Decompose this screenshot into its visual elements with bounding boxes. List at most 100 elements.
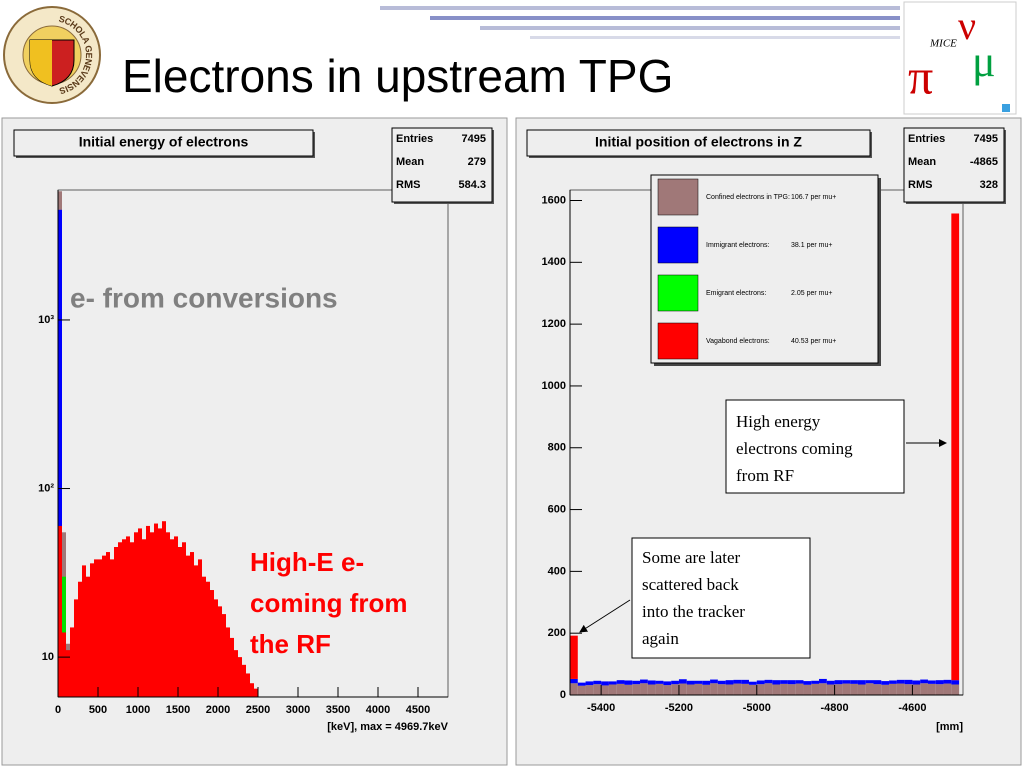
y-tick-label: 1200 <box>542 318 566 330</box>
histogram-bar <box>756 680 765 685</box>
histogram-bar <box>102 555 106 697</box>
histogram-bar <box>70 627 74 697</box>
histogram-bar <box>142 539 146 697</box>
annotation-arrow <box>579 599 631 633</box>
histogram-bar <box>86 576 90 697</box>
annotation-box <box>725 399 905 494</box>
x-tick-label: 2500 <box>246 704 270 716</box>
histogram-bar <box>803 681 812 685</box>
x-tick-label: -5400 <box>587 702 615 714</box>
annotation-text: from RF <box>736 466 794 485</box>
title-box <box>13 129 314 157</box>
histogram-bar <box>130 542 134 697</box>
histogram-bar <box>686 680 695 685</box>
histogram-bar <box>198 559 202 697</box>
histogram-bar <box>920 679 928 684</box>
histogram-bar <box>927 683 936 695</box>
histogram-bar <box>570 683 578 695</box>
x-tick-label: 500 <box>89 704 107 716</box>
histogram-bar <box>873 680 882 685</box>
geneva-seal: SCHOLA GENEVENSIS <box>3 6 101 104</box>
histogram-bar <box>904 679 913 685</box>
stats-label: RMS <box>908 179 932 191</box>
annotation-text: the RF <box>250 629 331 659</box>
histogram-bar <box>655 680 664 684</box>
x-tick-label: 1000 <box>126 704 150 716</box>
histogram-bar <box>741 683 749 695</box>
logo-symbol: ν <box>958 3 976 48</box>
histogram-bar <box>717 680 726 685</box>
histogram-bar <box>62 632 66 697</box>
histogram-bar <box>795 683 804 695</box>
y-tick-label: 1000 <box>542 380 566 392</box>
histogram-bar <box>254 688 258 697</box>
annotation-text: High energy <box>736 412 821 431</box>
histogram-bar <box>616 680 625 684</box>
histogram-bar <box>819 683 827 695</box>
chart-title: Initial position of electrons in Z <box>595 134 802 150</box>
histogram-bar <box>58 525 62 697</box>
stats-value: 584.3 <box>458 179 486 191</box>
histogram-bar <box>787 684 796 695</box>
histogram-bar <box>951 684 960 695</box>
histogram-bar <box>206 581 210 697</box>
histogram-bar <box>593 684 602 695</box>
logo-text: MICE <box>929 38 957 50</box>
annotation-text: electrons coming <box>736 439 853 458</box>
histogram-bar <box>795 680 804 684</box>
histogram-bar <box>608 681 617 685</box>
annotation-text: e- from conversions <box>70 282 338 313</box>
legend-label: Confined electrons in TPG: <box>706 194 790 201</box>
histogram-bar <box>842 683 851 695</box>
histogram-bar <box>134 532 138 697</box>
legend-note: 106.7 per mu+ <box>791 194 836 201</box>
x-axis-label: [keV], max = 4969.7keV <box>327 721 448 733</box>
histogram-bar <box>811 683 820 695</box>
histogram-bar <box>146 525 150 697</box>
histogram-bar <box>94 559 98 697</box>
histogram-bar <box>182 542 186 697</box>
x-tick-label: 4500 <box>406 704 430 716</box>
histogram-bar <box>601 685 609 695</box>
histogram-bar <box>725 684 734 695</box>
legend-note: 2.05 per mu+ <box>791 290 832 297</box>
histogram-bar <box>246 673 250 697</box>
histogram-bar <box>694 683 703 695</box>
histogram-bar <box>725 680 734 685</box>
y-tick-label: 0 <box>560 689 566 701</box>
logo-symbol: π <box>908 48 933 104</box>
histogram-bar <box>162 521 166 697</box>
annotation-text: High-E e- <box>250 547 364 577</box>
histogram-bar <box>741 679 749 684</box>
y-tick-label: 1400 <box>542 256 566 268</box>
histogram-bar <box>190 552 194 697</box>
histogram-bar <box>242 664 246 697</box>
histogram-bar <box>632 680 641 685</box>
histogram-bar <box>733 683 742 695</box>
x-tick-label: -5200 <box>665 702 693 714</box>
histogram-bar <box>912 684 921 695</box>
frame-border <box>57 189 449 698</box>
histogram-bar <box>118 542 122 697</box>
histogram-bar <box>678 679 687 684</box>
histogram-bar <box>671 680 679 685</box>
stats-value: 7495 <box>974 133 998 145</box>
annotation-text: scattered back <box>642 575 739 594</box>
histogram-bar <box>772 684 781 695</box>
histogram-bar <box>585 681 594 686</box>
histogram-bar <box>764 679 773 684</box>
histogram-bar <box>889 680 897 684</box>
x-tick-label: 0 <box>55 704 61 716</box>
histogram-bar <box>166 532 170 697</box>
histogram-bar <box>904 684 913 695</box>
histogram-bar <box>114 546 118 697</box>
histogram-bar <box>106 552 110 697</box>
x-tick-label: 2000 <box>206 704 230 716</box>
histogram-bar <box>803 684 812 695</box>
legend-label: Immigrant electrons: <box>706 242 769 249</box>
histogram-bar <box>150 532 154 697</box>
histogram-bar <box>74 599 78 697</box>
histogram-bar <box>66 650 70 697</box>
histogram-bar <box>202 576 206 697</box>
histogram-bar <box>647 680 656 685</box>
